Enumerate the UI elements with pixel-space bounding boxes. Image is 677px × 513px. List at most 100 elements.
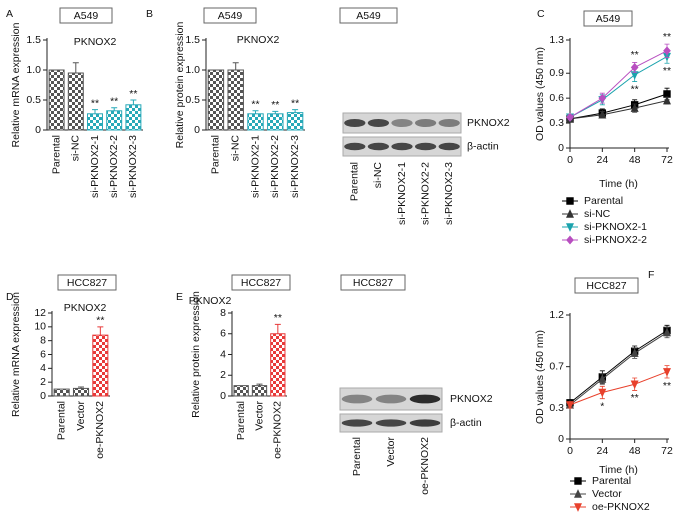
header-box xyxy=(574,277,639,294)
marker xyxy=(663,95,671,105)
y-axis-label: OD values (450 nm) xyxy=(534,330,546,424)
x-tick-label: oe-PKNOX2 xyxy=(94,401,106,459)
y-tick-label: 8 xyxy=(220,307,226,319)
marker xyxy=(566,223,574,232)
significance: ** xyxy=(631,392,639,404)
bar xyxy=(72,387,90,397)
significance: ** xyxy=(129,88,137,100)
bar xyxy=(106,110,123,131)
marker xyxy=(630,62,639,72)
x-tick-label: 24 xyxy=(596,445,608,457)
y-tick-label: 1.5 xyxy=(26,34,41,46)
blot-band xyxy=(409,419,441,427)
bar xyxy=(92,334,109,397)
panel-letter: D xyxy=(6,291,14,303)
blot-lane-label: si-PKNOX2-1 xyxy=(396,162,408,225)
series-line xyxy=(569,100,668,120)
chart-title: PKNOX2 xyxy=(237,34,280,46)
y-tick-label: 1.2 xyxy=(549,309,564,321)
y-tick-label: 4 xyxy=(220,348,226,360)
y-tick-label: 2 xyxy=(220,369,226,381)
y-tick-label: 0.3 xyxy=(549,117,564,129)
y-tick-label: 0 xyxy=(220,390,226,402)
blot-row-label: β-actin xyxy=(450,417,482,429)
x-tick-label: Parental xyxy=(235,401,247,440)
marker xyxy=(566,401,574,410)
bar xyxy=(125,104,142,131)
header-label: HCC827 xyxy=(67,277,107,289)
x-tick-label: si-PKNOX2-2 xyxy=(269,135,281,198)
blot-band xyxy=(344,142,366,151)
significance: ** xyxy=(251,99,259,111)
y-axis-label: Relative mRNA expression xyxy=(10,292,22,417)
x-tick-label: 72 xyxy=(661,154,673,166)
error-bar xyxy=(272,110,279,114)
blot-strip xyxy=(339,387,443,411)
blot-lane-label: si-NC xyxy=(372,162,384,189)
blot-band xyxy=(391,142,413,151)
error-bar xyxy=(111,107,118,111)
series-line xyxy=(569,371,668,406)
marker xyxy=(663,46,671,56)
header-box xyxy=(203,7,257,24)
blot-band xyxy=(375,419,407,427)
x-tick-label: Vector xyxy=(253,401,265,431)
y-axis-label: OD values (450 nm) xyxy=(534,47,546,141)
bar xyxy=(270,333,286,397)
x-tick-label: Vector xyxy=(75,401,87,431)
marker xyxy=(663,327,671,337)
y-tick-label: 0 xyxy=(558,142,564,154)
header-box xyxy=(57,274,117,291)
x-tick-label: 24 xyxy=(596,154,608,166)
y-tick-label: 1.0 xyxy=(26,64,41,76)
blot-band xyxy=(414,142,437,151)
header-label: HCC827 xyxy=(586,280,626,292)
chart-title: PKNOX2 xyxy=(74,36,117,48)
header-box xyxy=(583,10,633,27)
significance: ** xyxy=(631,83,639,95)
series-line xyxy=(569,93,668,120)
significance: ** xyxy=(110,96,118,108)
significance: ** xyxy=(291,97,299,109)
y-tick-label: 2 xyxy=(40,376,46,388)
bar xyxy=(233,385,249,397)
panel-letter: C xyxy=(537,8,545,20)
x-tick-label: 72 xyxy=(661,445,673,457)
bar xyxy=(87,113,103,131)
error-bar xyxy=(72,62,79,73)
y-tick-label: 10 xyxy=(34,321,46,333)
y-tick-label: 1.0 xyxy=(185,64,200,76)
panel-letter: F xyxy=(648,269,654,281)
marker xyxy=(630,103,639,112)
y-tick-label: 4 xyxy=(40,362,46,374)
blot-band xyxy=(367,142,390,151)
header-box xyxy=(231,274,291,291)
blot-band xyxy=(414,119,437,127)
marker xyxy=(630,380,639,390)
marker xyxy=(574,489,582,498)
y-tick-label: 0.5 xyxy=(185,94,200,106)
y-tick-label: 0.3 xyxy=(549,402,564,414)
blot-band xyxy=(391,119,413,127)
chart-title: PKNOX2 xyxy=(189,295,232,307)
y-tick-label: 8 xyxy=(40,334,46,346)
bar xyxy=(48,69,65,131)
blot-lane-label: Parental xyxy=(349,162,361,201)
marker xyxy=(598,388,607,398)
x-tick-label: 48 xyxy=(629,445,641,457)
significance: ** xyxy=(631,49,639,61)
header-box xyxy=(340,274,406,291)
header-label: HCC827 xyxy=(241,277,281,289)
significance: ** xyxy=(271,99,279,111)
y-tick-label: 6 xyxy=(220,328,226,340)
x-tick-label: 0 xyxy=(567,154,573,166)
error-bar xyxy=(97,326,104,336)
marker xyxy=(598,374,607,383)
y-tick-label: 0 xyxy=(40,390,46,402)
error-bar xyxy=(256,383,263,386)
y-tick-label: 12 xyxy=(34,307,46,319)
blot-row-label: β-actin xyxy=(467,140,499,152)
x-axis-label: Time (h) xyxy=(599,178,638,190)
header-label: HCC827 xyxy=(353,277,393,289)
